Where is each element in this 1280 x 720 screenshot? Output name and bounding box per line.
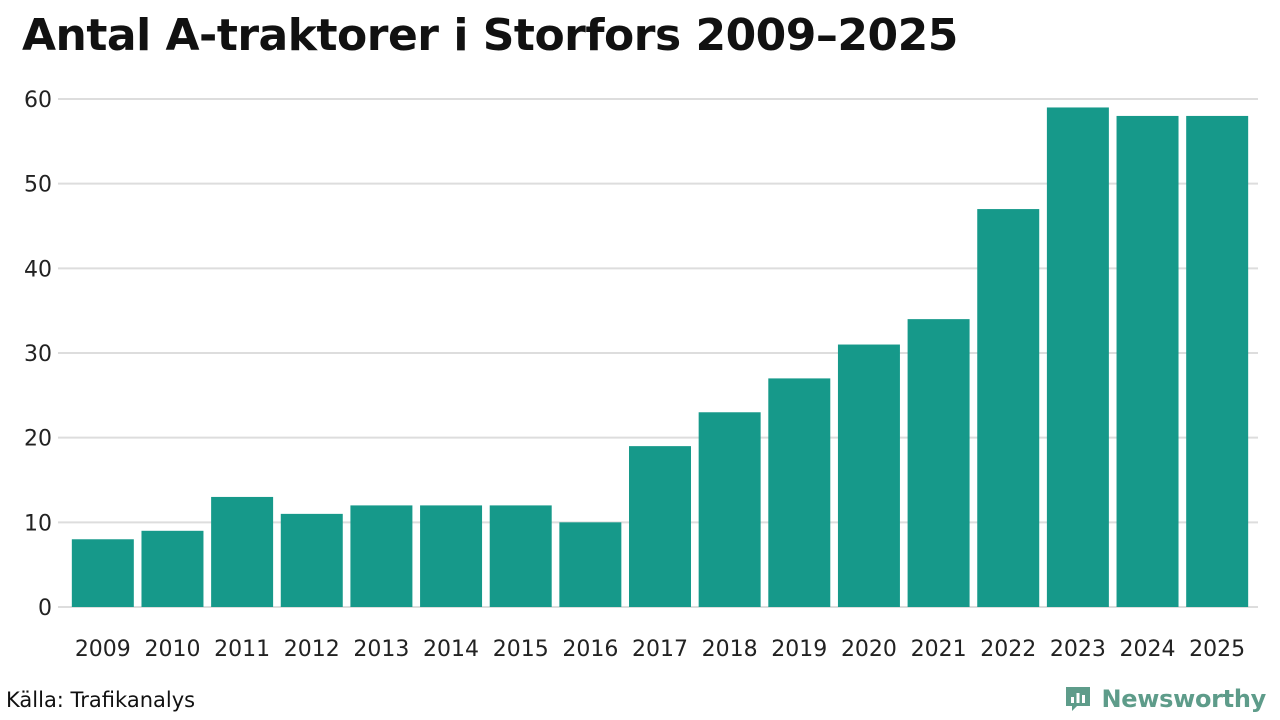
x-tick-label: 2022	[980, 637, 1036, 662]
bar-2018	[698, 412, 761, 607]
bar-2019	[768, 378, 831, 607]
x-axis-ticks: 2009 2010 2011 2012 2013 2014 2015 2016 2017 2018…	[75, 637, 1245, 662]
bar-2020	[837, 344, 900, 607]
bar-2017	[629, 446, 691, 607]
brand-name: Newsworthy	[1101, 685, 1266, 713]
bar-2010	[141, 530, 204, 607]
x-tick-label: 2012	[284, 637, 340, 662]
y-tick-label: 60	[24, 88, 52, 113]
bar-2025	[1186, 115, 1249, 607]
x-tick-label: 2013	[353, 637, 409, 662]
x-tick-label: 2009	[75, 637, 131, 662]
y-tick-label: 30	[24, 342, 52, 367]
x-tick-label: 2019	[771, 637, 827, 662]
source-note: Källa: Trafikanalys	[6, 688, 196, 712]
bar-2014	[420, 505, 483, 607]
bar-2009	[71, 539, 134, 607]
chart-title: Antal A-traktorer i Storfors 2009–2025	[22, 10, 958, 61]
x-tick-label: 2016	[562, 637, 618, 662]
x-tick-label: 2011	[214, 637, 270, 662]
x-tick-label: 2023	[1050, 637, 1106, 662]
y-tick-label: 10	[24, 511, 52, 536]
x-tick-label: 2014	[423, 637, 479, 662]
y-tick-label: 0	[38, 596, 52, 621]
y-tick-label: 20	[24, 427, 52, 452]
x-tick-label: 2018	[702, 637, 758, 662]
x-tick-label: 2015	[493, 637, 549, 662]
bar-2021	[907, 319, 970, 607]
y-tick-label: 50	[24, 173, 52, 198]
bar-2024	[1116, 115, 1179, 607]
bar-2015	[489, 505, 552, 607]
y-tick-label: 40	[24, 257, 52, 282]
x-tick-label: 2024	[1120, 637, 1176, 662]
x-tick-label: 2021	[911, 637, 967, 662]
x-tick-label: 2025	[1189, 637, 1245, 662]
bar-2022	[977, 209, 1040, 608]
brand-logo[interactable]: Newsworthy	[1063, 684, 1266, 714]
bar-2013	[350, 505, 413, 607]
bar-2023	[1046, 107, 1109, 607]
y-axis-ticks: 0 10 20 30 40 50 60	[24, 88, 52, 621]
x-tick-label: 2020	[841, 637, 897, 662]
x-tick-label: 2010	[144, 637, 200, 662]
newsworthy-logo-icon	[1066, 687, 1091, 711]
bar-2011	[211, 496, 274, 607]
bar-2016	[559, 522, 622, 607]
bar-2012	[280, 513, 343, 607]
bars	[71, 107, 1249, 608]
x-tick-label: 2017	[632, 637, 688, 662]
